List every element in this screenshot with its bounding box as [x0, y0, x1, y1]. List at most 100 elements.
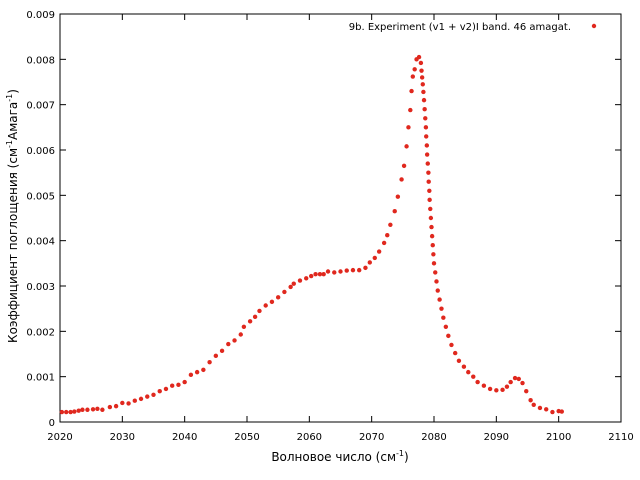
point — [363, 265, 368, 271]
point — [357, 267, 362, 273]
y-axis-label: Коэффициент поглощения (см-1Амага-1) — [5, 89, 20, 343]
point — [420, 82, 425, 87]
point — [423, 125, 429, 130]
point — [426, 179, 431, 184]
point — [85, 407, 90, 412]
point — [429, 233, 435, 239]
point — [512, 375, 518, 381]
point — [435, 288, 440, 293]
point — [367, 260, 372, 265]
point — [412, 67, 417, 72]
y-tick-label: 0.004 — [26, 237, 55, 248]
legend-label: 9b. Experiment (v1 + v2)I band. 46 amaga… — [349, 22, 571, 33]
y-label-sup: -1 — [5, 140, 14, 148]
point — [428, 215, 434, 221]
point — [282, 289, 287, 295]
point — [376, 249, 382, 254]
point — [247, 319, 253, 324]
x-tick-label: 2090 — [484, 432, 509, 443]
point — [338, 269, 343, 274]
x-tick-label: 2050 — [234, 432, 259, 443]
point — [428, 206, 433, 212]
point — [325, 269, 331, 274]
point — [520, 380, 525, 386]
point — [381, 240, 387, 246]
point — [429, 224, 434, 230]
point — [401, 163, 407, 169]
point — [269, 299, 275, 305]
point — [176, 382, 181, 388]
point — [100, 407, 105, 412]
point — [423, 116, 428, 121]
point — [456, 358, 462, 363]
point — [238, 332, 243, 337]
point — [528, 398, 533, 403]
point — [113, 403, 119, 409]
y-label-sup: -1 — [5, 94, 14, 102]
point — [151, 392, 156, 397]
point — [544, 407, 549, 412]
point — [392, 209, 397, 214]
x-tick-label: 2110 — [608, 432, 633, 443]
point — [291, 281, 296, 286]
point — [213, 353, 219, 359]
point — [421, 97, 427, 103]
x-axis-label: Волновое число (см-1) — [271, 449, 408, 464]
point — [418, 60, 424, 66]
point — [288, 284, 293, 290]
point — [313, 272, 318, 277]
point — [424, 143, 430, 148]
point — [431, 261, 437, 266]
point — [419, 68, 424, 73]
y-tick-label: 0.005 — [26, 191, 55, 202]
point — [59, 409, 65, 415]
point — [434, 279, 439, 284]
y-tick-label: 0.001 — [26, 373, 55, 384]
x-label-sup: -1 — [396, 449, 404, 458]
x-label-text: Волновое число (см — [271, 450, 396, 464]
point — [504, 384, 510, 389]
legend-marker — [591, 23, 597, 29]
point — [321, 272, 326, 277]
point — [275, 295, 281, 300]
point — [232, 338, 237, 343]
point — [424, 134, 429, 139]
point — [487, 386, 493, 392]
point — [80, 407, 85, 412]
point — [408, 107, 413, 113]
point — [241, 324, 247, 329]
point — [207, 359, 212, 365]
point — [226, 341, 231, 347]
point — [399, 177, 404, 182]
point — [550, 409, 555, 415]
point — [437, 297, 442, 302]
point — [422, 107, 427, 112]
point — [425, 161, 430, 166]
point — [309, 273, 314, 279]
point — [431, 252, 436, 257]
point — [466, 369, 471, 375]
point — [410, 74, 416, 79]
point — [471, 374, 476, 379]
y-tick-label: 0.003 — [26, 282, 55, 293]
point — [132, 398, 137, 403]
point — [427, 188, 432, 193]
point — [421, 89, 426, 95]
plot-frame — [59, 13, 622, 423]
point — [443, 324, 449, 329]
point — [427, 197, 432, 203]
y-tick-label: 0.009 — [26, 10, 55, 21]
y-tick-label: 0 — [49, 418, 55, 429]
point — [182, 379, 187, 385]
point — [404, 144, 409, 149]
point — [317, 272, 323, 277]
point — [252, 314, 258, 320]
point — [257, 308, 262, 314]
point — [120, 400, 125, 406]
point — [424, 152, 430, 157]
y-tick-label: 0.002 — [26, 327, 55, 338]
point — [388, 222, 393, 227]
point — [531, 402, 536, 407]
point — [263, 303, 268, 308]
